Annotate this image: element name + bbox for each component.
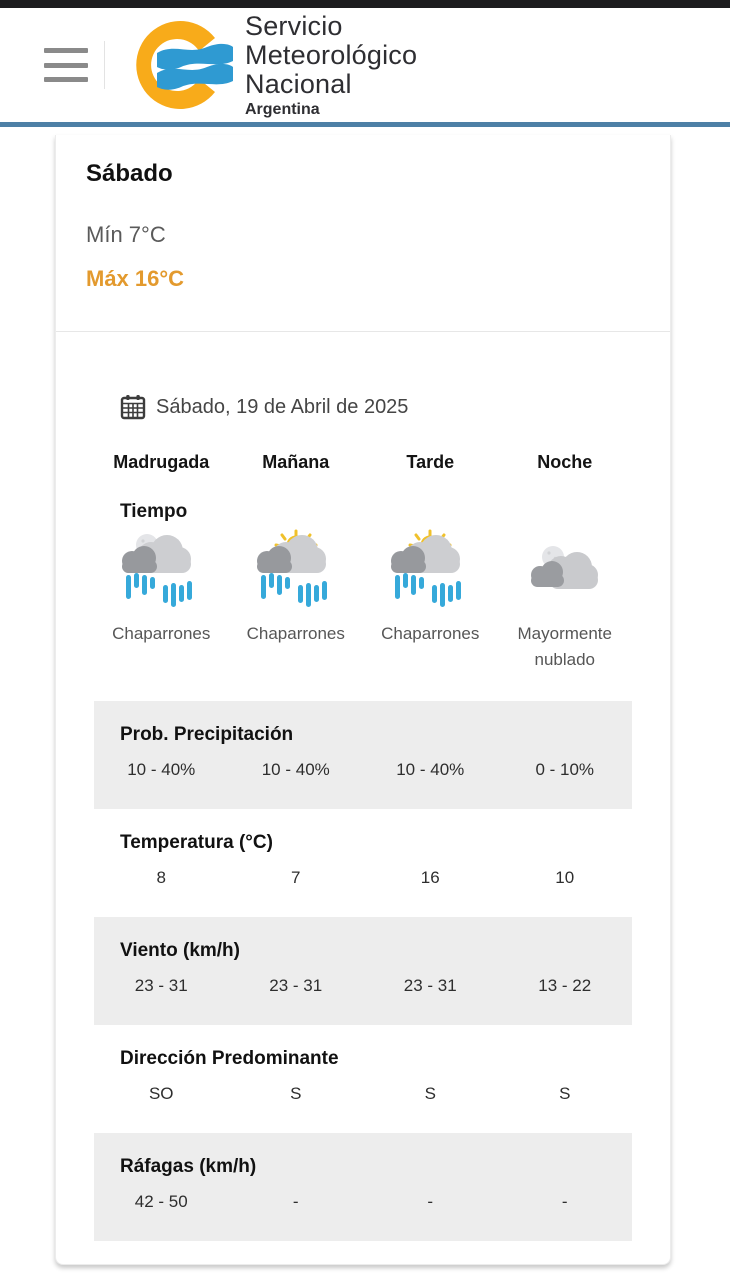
row-value: 10 - 40% [396,760,465,779]
logo-line-2: Meteorológico [245,39,418,70]
smn-logo-text: Servicio Meteorológico Nacional Argentin… [245,10,418,119]
condition-label: Mayormente nublado [517,624,612,669]
row-viento: Viento (km/h) 23 - 31 23 - 31 23 - 31 13… [94,917,632,1025]
smn-logo-link[interactable]: Servicio Meteorológico Nacional Argentin… [119,10,418,119]
weather-icons-row [94,529,632,613]
row-rafagas: Ráfagas (km/h) 42 - 50 - - - [94,1133,632,1241]
max-temp: Máx 16°C [86,266,185,291]
mostly-cloudy-night-icon [530,546,598,589]
calendar-icon [120,395,146,420]
row-value: - [427,1192,434,1211]
forecast-detail: Sábado, 19 de Abril de 2025 Madrugada Ma… [56,332,670,1241]
logo-line-1: Servicio [245,10,343,41]
row-prob-precipitacion: Prob. Precipitación 10 - 40% 10 - 40% 10… [94,701,632,809]
row-value: 0 - 10% [535,760,595,779]
row-temperatura: Temperatura (°C) 8 7 16 10 [94,809,632,917]
header-divider [104,41,105,89]
row-value: 16 [420,868,440,887]
period-tarde: Tarde [406,452,455,472]
row-value: 10 - 40% [261,760,330,779]
showers-day-icon [256,529,327,607]
date-row: Sábado, 19 de Abril de 2025 [94,394,632,420]
row-value: 23 - 31 [269,976,323,995]
header-accent-rule [0,122,730,127]
row-value: - [561,1192,568,1211]
hamburger-menu-icon[interactable] [44,46,88,84]
app-header: Servicio Meteorológico Nacional Argentin… [0,8,730,122]
row-title: Ráfagas (km/h) [120,1156,257,1177]
day-summary: Sábado Mín 7°C Máx 16°C [56,135,670,332]
row-value: SO [148,1084,174,1103]
row-value: 10 - 40% [127,760,196,779]
row-value: - [292,1192,299,1211]
row-value: 7 [291,868,301,887]
period-manana: Mañana [262,452,330,472]
period-madrugada: Madrugada [113,452,210,472]
row-value: 13 - 22 [538,976,592,995]
row-value: 42 - 50 [134,1192,188,1211]
showers-day-icon [391,529,462,607]
day-title: Sábado [86,160,173,187]
logo-line-4: Argentina [245,101,320,119]
row-value: 10 [555,868,575,887]
row-value: 23 - 31 [134,976,188,995]
condition-label: Chaparrones [381,624,480,643]
page-body: Sábado Mín 7°C Máx 16°C Sábado, 19 de Ab… [0,127,730,1265]
row-title: Viento (km/h) [120,940,240,961]
row-value: 23 - 31 [403,976,457,995]
condition-label: Chaparrones [246,624,345,643]
condition-label: Chaparrones [112,624,211,643]
date-label: Sábado, 19 de Abril de 2025 [156,395,409,418]
showers-night-icon [122,534,193,607]
condition-labels-row: Chaparrones Chaparrones Chaparrones Mayo… [94,621,632,673]
forecast-card: Sábado Mín 7°C Máx 16°C Sábado, 19 de Ab… [55,135,671,1265]
row-title: Dirección Predominante [120,1048,339,1069]
row-value: S [559,1084,571,1103]
row-value: S [290,1084,302,1103]
smn-logo-icon [136,20,233,109]
tiempo-label: Tiempo [120,501,188,522]
row-direccion: Dirección Predominante SO S S S [94,1025,632,1133]
row-value: S [424,1084,436,1103]
row-title: Temperatura (°C) [120,832,273,853]
row-title: Prob. Precipitación [120,724,294,745]
logo-line-3: Nacional [245,68,352,99]
status-bar [0,0,730,8]
period-headers: Madrugada Mañana Tarde Noche [94,452,632,473]
period-noche: Noche [537,452,593,472]
min-temp: Mín 7°C [86,222,166,247]
row-value: 8 [156,868,166,887]
